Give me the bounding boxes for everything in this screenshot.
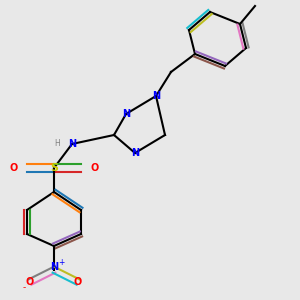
- Text: N: N: [131, 148, 139, 158]
- Text: +: +: [58, 258, 65, 267]
- Text: S: S: [50, 163, 58, 173]
- Text: H: H: [54, 140, 60, 148]
- Text: N: N: [68, 139, 76, 149]
- Text: -: -: [22, 284, 26, 292]
- Text: N: N: [152, 91, 160, 101]
- Text: O: O: [74, 277, 82, 287]
- Text: N: N: [122, 109, 130, 119]
- Text: O: O: [26, 277, 34, 287]
- Text: O: O: [10, 163, 18, 173]
- Text: O: O: [90, 163, 98, 173]
- Text: N: N: [50, 262, 58, 272]
